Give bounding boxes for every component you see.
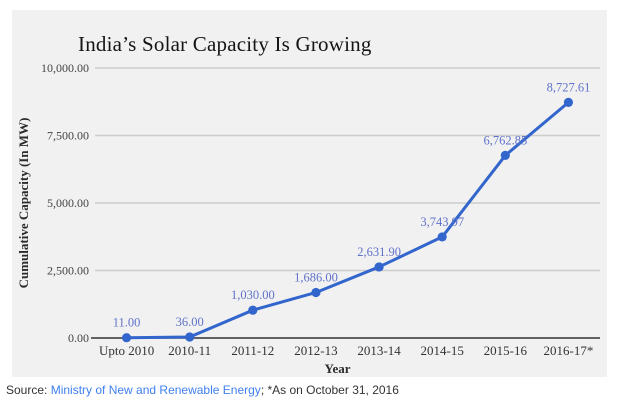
source-suffix: ; *As on October 31, 2016 xyxy=(260,383,399,397)
x-tick-label: 2010-11 xyxy=(168,343,211,358)
data-point-label: 11.00 xyxy=(113,316,141,330)
x-tick-label: 2014-15 xyxy=(421,343,464,358)
data-line xyxy=(125,100,570,340)
data-point-label: 8,727.61 xyxy=(547,80,591,94)
source-prefix: Source: xyxy=(6,383,51,397)
data-point-label: 3,743.97 xyxy=(420,215,464,229)
x-tick-label: 2016-17* xyxy=(544,343,594,358)
y-tick-label: 10,000.00 xyxy=(41,61,89,75)
y-tick-label: 0.00 xyxy=(68,331,89,345)
x-axis-title: Year xyxy=(325,361,351,376)
y-axis-title: Cumulative Capacity (In MW) xyxy=(16,118,31,289)
x-tick-label: 2013-14 xyxy=(357,343,401,358)
data-point-label: 6,762.85 xyxy=(483,133,527,147)
data-point[interactable] xyxy=(185,332,195,342)
data-point-label: 1,686.00 xyxy=(294,270,338,284)
data-point[interactable] xyxy=(311,287,321,298)
x-tick-label: 2011-12 xyxy=(231,343,274,358)
data-point[interactable] xyxy=(500,150,510,161)
y-tick-label: 2,500.00 xyxy=(47,264,89,278)
x-tick-label: 2015-16 xyxy=(484,343,528,358)
line-chart-plot: 0.00 2,500.00 5,000.00 7,500.00 10,000.00 Upt… xyxy=(16,61,600,376)
data-point-label: 2,631.90 xyxy=(357,245,401,259)
data-point[interactable] xyxy=(248,305,258,315)
data-point[interactable] xyxy=(121,333,132,343)
chart-panel: India’s Solar Capacity Is Growing 0.00 2,… xyxy=(12,10,607,377)
data-point[interactable] xyxy=(563,97,574,107)
data-point-label: 36.00 xyxy=(176,315,204,329)
data-point[interactable] xyxy=(437,232,447,242)
data-point-label: 1,030.00 xyxy=(231,288,275,302)
source-link[interactable]: Ministry of New and Renewable Energy xyxy=(50,383,261,397)
y-tick-label: 7,500.00 xyxy=(47,129,89,143)
x-tick-label: 2012-13 xyxy=(294,343,337,358)
data-point[interactable] xyxy=(374,262,384,272)
source-line: Source: Ministry of New and Renewable En… xyxy=(6,383,399,397)
chart-title: India’s Solar Capacity Is Growing xyxy=(78,32,372,56)
y-tick-label: 5,000.00 xyxy=(47,196,89,210)
x-tick-label: Upto 2010 xyxy=(99,343,154,358)
